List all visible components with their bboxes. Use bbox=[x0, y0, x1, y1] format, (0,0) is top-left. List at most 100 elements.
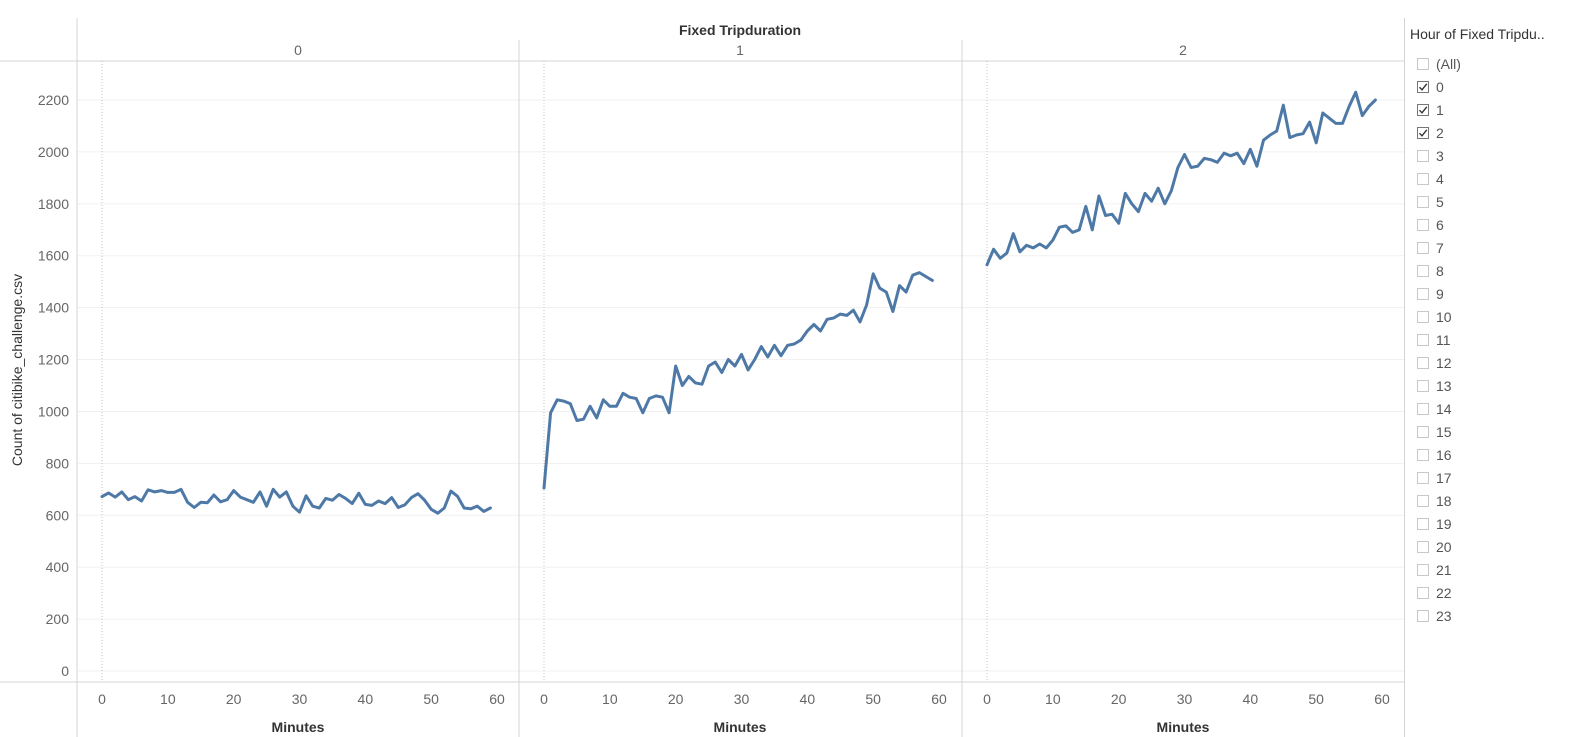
y-tick-label: 0 bbox=[61, 663, 69, 679]
series-line bbox=[985, 90, 1377, 267]
legend-checkbox[interactable] bbox=[1417, 80, 1429, 93]
legend-checkbox[interactable] bbox=[1417, 471, 1429, 484]
x-tick-label: 40 bbox=[358, 691, 374, 707]
legend-checkbox[interactable] bbox=[1417, 402, 1429, 415]
legend-label: 17 bbox=[1436, 469, 1452, 486]
legend-label: 20 bbox=[1436, 538, 1452, 555]
x-tick-label: 10 bbox=[160, 691, 176, 707]
y-tick-label: 1800 bbox=[38, 196, 69, 212]
legend-checkbox[interactable] bbox=[1417, 609, 1429, 622]
y-tick-label: 2000 bbox=[38, 144, 69, 160]
legend-item[interactable]: 0 bbox=[1417, 75, 1461, 98]
legend-checkbox[interactable] bbox=[1417, 425, 1429, 438]
panel-header: 1 bbox=[736, 42, 744, 58]
legend-checkbox[interactable] bbox=[1417, 379, 1429, 392]
legend-item[interactable]: 13 bbox=[1417, 374, 1461, 397]
y-tick-label: 800 bbox=[46, 455, 70, 471]
legend-checkbox[interactable] bbox=[1417, 172, 1429, 185]
legend-item[interactable]: 3 bbox=[1417, 144, 1461, 167]
legend-item[interactable]: 1 bbox=[1417, 98, 1461, 121]
legend-label: 8 bbox=[1436, 262, 1444, 279]
legend-label: 22 bbox=[1436, 584, 1452, 601]
legend-item[interactable]: 5 bbox=[1417, 190, 1461, 213]
legend-label: 2 bbox=[1436, 124, 1444, 141]
x-tick-label: 0 bbox=[98, 691, 106, 707]
x-tick-label: 40 bbox=[800, 691, 816, 707]
x-axis-ticks: 0 10 20 30 40 50 60 0 10 20 30 40 50 60 0 10 20 30 40 50 60 bbox=[98, 691, 1390, 707]
panel-header: 2 bbox=[1179, 42, 1187, 58]
x-tick-label: 50 bbox=[423, 691, 439, 707]
x-tick-label: 30 bbox=[292, 691, 308, 707]
legend-checkbox[interactable] bbox=[1417, 287, 1429, 300]
legend-checkbox[interactable] bbox=[1417, 218, 1429, 231]
legend-title: Hour of Fixed Tripdu.. bbox=[1410, 26, 1545, 42]
legend-item[interactable]: 14 bbox=[1417, 397, 1461, 420]
legend-item[interactable]: 4 bbox=[1417, 167, 1461, 190]
line-chart: Fixed Tripduration Count of citibike_cha… bbox=[0, 18, 1405, 737]
legend-label: 23 bbox=[1436, 607, 1452, 624]
legend-item[interactable]: 22 bbox=[1417, 581, 1461, 604]
legend-checkbox[interactable] bbox=[1417, 126, 1429, 139]
legend-item[interactable]: 19 bbox=[1417, 512, 1461, 535]
x-tick-label: 60 bbox=[489, 691, 505, 707]
series-lines bbox=[100, 90, 1377, 515]
legend-item[interactable]: 21 bbox=[1417, 558, 1461, 581]
x-tick-label: 20 bbox=[668, 691, 684, 707]
legend-label: 16 bbox=[1436, 446, 1452, 463]
legend-list: (All) 0 1 2 3 4 5 6 7 8 9 10 11 12 13 14 15 16 17 18 19 20 21 2… bbox=[1417, 52, 1461, 627]
legend-checkbox[interactable] bbox=[1417, 264, 1429, 277]
x-tick-label: 0 bbox=[983, 691, 991, 707]
x-tick-label: 60 bbox=[1374, 691, 1390, 707]
legend-checkbox[interactable] bbox=[1417, 517, 1429, 530]
legend-item[interactable]: 23 bbox=[1417, 604, 1461, 627]
legend-item[interactable]: 20 bbox=[1417, 535, 1461, 558]
legend-label: 15 bbox=[1436, 423, 1452, 440]
legend-label: 13 bbox=[1436, 377, 1452, 394]
legend-label: 12 bbox=[1436, 354, 1452, 371]
y-tick-label: 2200 bbox=[38, 92, 69, 108]
legend-item[interactable]: 6 bbox=[1417, 213, 1461, 236]
panel-header: 0 bbox=[294, 42, 302, 58]
legend-checkbox[interactable] bbox=[1417, 333, 1429, 346]
legend-label: 9 bbox=[1436, 285, 1444, 302]
legend-item[interactable]: 18 bbox=[1417, 489, 1461, 512]
legend-label: 5 bbox=[1436, 193, 1444, 210]
legend-item[interactable]: 17 bbox=[1417, 466, 1461, 489]
legend-label: 21 bbox=[1436, 561, 1452, 578]
chart-frame bbox=[0, 18, 1405, 737]
legend-item[interactable]: 8 bbox=[1417, 259, 1461, 282]
legend-item[interactable]: 15 bbox=[1417, 420, 1461, 443]
legend-checkbox[interactable] bbox=[1417, 586, 1429, 599]
legend-item[interactable]: 7 bbox=[1417, 236, 1461, 259]
legend-item[interactable]: 2 bbox=[1417, 121, 1461, 144]
x-axis-label: Minutes bbox=[714, 719, 767, 735]
legend-checkbox[interactable] bbox=[1417, 310, 1429, 323]
legend-checkbox[interactable] bbox=[1417, 149, 1429, 162]
legend-item[interactable]: 9 bbox=[1417, 282, 1461, 305]
series-line bbox=[100, 487, 492, 515]
checkmark-icon bbox=[1418, 105, 1428, 114]
legend-checkbox[interactable] bbox=[1417, 356, 1429, 369]
legend-checkbox[interactable] bbox=[1417, 241, 1429, 254]
legend-label: 19 bbox=[1436, 515, 1452, 532]
legend-checkbox[interactable] bbox=[1417, 540, 1429, 553]
y-tick-label: 400 bbox=[46, 559, 70, 575]
legend-item[interactable]: (All) bbox=[1417, 52, 1461, 75]
legend-item[interactable]: 11 bbox=[1417, 328, 1461, 351]
x-axis-label: Minutes bbox=[272, 719, 325, 735]
legend-checkbox[interactable] bbox=[1417, 103, 1429, 116]
x-tick-label: 20 bbox=[226, 691, 242, 707]
x-tick-label: 10 bbox=[1045, 691, 1061, 707]
legend-checkbox[interactable] bbox=[1417, 195, 1429, 208]
gridlines bbox=[77, 99, 1405, 672]
y-tick-label: 1200 bbox=[38, 352, 69, 368]
legend-checkbox[interactable] bbox=[1417, 494, 1429, 507]
x-tick-label: 30 bbox=[1177, 691, 1193, 707]
legend-checkbox[interactable] bbox=[1417, 57, 1429, 70]
legend-item[interactable]: 16 bbox=[1417, 443, 1461, 466]
legend-checkbox[interactable] bbox=[1417, 563, 1429, 576]
legend-item[interactable]: 12 bbox=[1417, 351, 1461, 374]
legend-checkbox[interactable] bbox=[1417, 448, 1429, 461]
legend-item[interactable]: 10 bbox=[1417, 305, 1461, 328]
x-tick-label: 50 bbox=[1308, 691, 1324, 707]
